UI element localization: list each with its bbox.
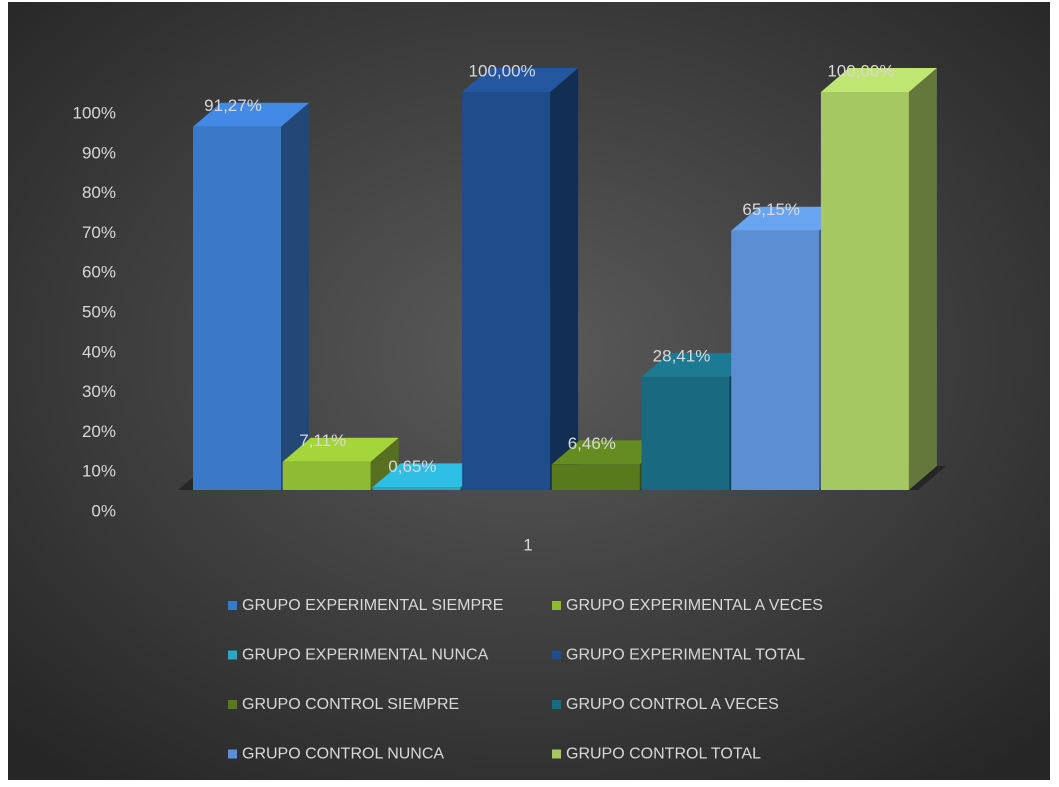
data-label: 7,11%	[299, 431, 346, 450]
plot: 0% 10% 20% 30% 40% 50% 60% 70% 80% 90% 100% 91,27% 7…	[73, 61, 937, 763]
legend-marker	[552, 749, 561, 759]
bar-front	[193, 126, 281, 491]
legend-marker	[228, 601, 237, 610]
legend-label: GRUPO EXPERIMENTAL NUNCA	[242, 647, 489, 664]
legend-label: GRUPO EXPERIMENTAL A VECES	[566, 597, 823, 614]
bar-front	[372, 487, 461, 490]
legend-marker	[228, 749, 237, 759]
bar-top	[641, 352, 758, 377]
data-label: 91,27%	[204, 96, 262, 115]
x-tick-label: 1	[523, 535, 532, 554]
bar-top	[193, 102, 309, 127]
bar-top	[282, 437, 399, 462]
bar	[462, 68, 579, 490]
bar-front	[731, 230, 820, 490]
bar-front	[462, 92, 551, 490]
legend-marker	[552, 650, 561, 660]
bar-front	[551, 464, 640, 490]
bar	[820, 68, 937, 490]
bar-top	[731, 206, 848, 231]
legend-label: GRUPO CONTROL A VECES	[566, 696, 779, 713]
legend-marker	[228, 700, 237, 709]
bar-front	[641, 376, 730, 490]
data-label: 0,65%	[388, 457, 436, 476]
legend-marker	[228, 650, 237, 660]
data-label: 100,00%	[827, 61, 894, 80]
y-tick-label: 100%	[73, 103, 116, 122]
y-tick-label: 90%	[82, 143, 116, 162]
bar-front	[282, 461, 371, 490]
bar-top	[372, 463, 489, 488]
y-tick-label: 10%	[82, 462, 116, 481]
data-label: 65,15%	[742, 200, 800, 219]
bar-side	[550, 68, 579, 490]
bar-front	[820, 92, 909, 490]
y-tick-label: 40%	[82, 342, 116, 361]
y-tick-label: 70%	[82, 223, 116, 242]
bar-side	[281, 102, 309, 491]
bar	[193, 102, 309, 491]
data-label: 100,00%	[469, 61, 536, 80]
data-label: 28,41%	[653, 346, 711, 365]
y-tick-label: 50%	[82, 302, 116, 321]
bar-side	[908, 68, 937, 490]
y-tick-label: 0%	[91, 501, 116, 520]
legend-marker	[552, 601, 561, 610]
data-label: 6,46%	[568, 434, 616, 453]
legend-label: GRUPO EXPERIMENTAL SIEMPRE	[242, 597, 503, 614]
bar-top	[551, 440, 668, 465]
bar-top	[820, 68, 937, 92]
bar-side	[370, 437, 399, 490]
legend-label: GRUPO CONTROL NUNCA	[242, 746, 444, 763]
bar	[551, 440, 668, 490]
bar-top	[462, 68, 579, 92]
y-tick-label: 60%	[82, 263, 116, 282]
legend-label: GRUPO CONTROL SIEMPRE	[242, 696, 459, 713]
y-tick-label: 30%	[82, 382, 116, 401]
legend-marker	[552, 700, 561, 709]
bar	[282, 437, 399, 490]
legend-label: GRUPO CONTROL TOTAL	[566, 746, 761, 763]
y-tick-label: 20%	[82, 422, 116, 441]
y-tick-label: 80%	[82, 183, 116, 202]
legend-label: GRUPO EXPERIMENTAL TOTAL	[566, 647, 805, 664]
